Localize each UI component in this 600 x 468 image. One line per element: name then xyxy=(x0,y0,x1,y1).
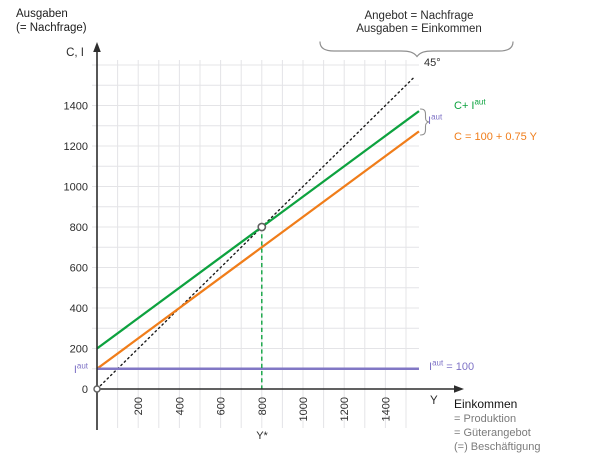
line-45deg-line xyxy=(96,76,415,390)
consumption-function-label: C = 100 + 0.75 Y xyxy=(454,131,537,143)
equilibrium-marker xyxy=(257,222,267,232)
y-axis-title: Ausgaben (= Nachfrage) xyxy=(16,8,87,35)
x-tick-label: 600 xyxy=(216,397,228,415)
iaut-gap-sup: aut xyxy=(431,112,443,122)
y-tick-label: 1400 xyxy=(64,100,88,112)
x-tick-label: 1400 xyxy=(380,397,392,421)
iaut-axis-label: Iaut xyxy=(52,361,88,376)
y-axis-arrow-icon xyxy=(93,42,101,52)
iaut-gap-label: Iaut xyxy=(428,112,443,127)
investment-line-sup: aut xyxy=(432,358,444,368)
y-tick-label: 400 xyxy=(70,303,88,315)
investment-line-base: I xyxy=(429,361,433,373)
annotation-line2: Ausgaben = Einkommen xyxy=(356,23,482,35)
x-axis-variable-label: Y xyxy=(430,395,438,407)
annotation-line1: Angebot = Nachfrage xyxy=(364,10,474,22)
y-tick-label: 0 xyxy=(82,384,88,396)
y-axis-title-line2: (= Nachfrage) xyxy=(16,21,87,34)
x-axis-title-block: Einkommen = Produktion = Güterangebot (=… xyxy=(454,397,541,454)
x-tick-label: 1000 xyxy=(298,397,310,421)
y-tick-label: 1000 xyxy=(64,181,88,193)
y-tick-label: 200 xyxy=(70,343,88,355)
x-tick-label: 800 xyxy=(257,397,269,415)
c-plus-iaut-line xyxy=(96,110,420,350)
x-axis-arrow-icon xyxy=(454,385,464,393)
x-tick-label: 200 xyxy=(133,397,145,415)
consumption-function-line xyxy=(96,130,420,370)
iaut-gap-base: I xyxy=(428,115,432,127)
x-tick-label: 400 xyxy=(174,397,186,415)
equilibrium-income-label: Y* xyxy=(256,430,268,442)
y-axis-variable-label: C, I xyxy=(66,47,84,59)
iaut-axis-sup: aut xyxy=(76,361,88,371)
x-axis-subtitle-3: (=) Beschäftigung xyxy=(454,441,541,453)
investment-line-label: Iaut = 100 xyxy=(429,358,475,373)
x-axis-subtitle-2: = Güterangebot xyxy=(454,427,531,439)
origin-marker xyxy=(93,385,101,393)
top-brace-icon xyxy=(319,41,514,58)
iaut-axis-base: I xyxy=(73,364,77,376)
y-tick-label: 1200 xyxy=(64,141,88,153)
x-axis-title: Einkommen xyxy=(454,397,518,411)
x-axis-subtitle-1: = Produktion xyxy=(454,413,517,425)
y-axis-title-line1: Ausgaben xyxy=(16,8,68,20)
y-tick-label: 600 xyxy=(70,262,88,274)
equilibrium-condition-annotation: Angebot = Nachfrage Ausgaben = Einkommen xyxy=(317,10,521,36)
x-tick-label: 1200 xyxy=(339,397,351,421)
investment-line-rest: = 100 xyxy=(443,361,475,373)
green-line-label: C+ Iaut xyxy=(454,97,486,112)
angle-45-label: 45° xyxy=(424,57,441,69)
green-line-label-sup: aut xyxy=(474,97,486,107)
right-brace-icon xyxy=(419,108,430,136)
y-tick-label: 800 xyxy=(70,222,88,234)
green-line-label-text: C+ I xyxy=(454,100,475,112)
